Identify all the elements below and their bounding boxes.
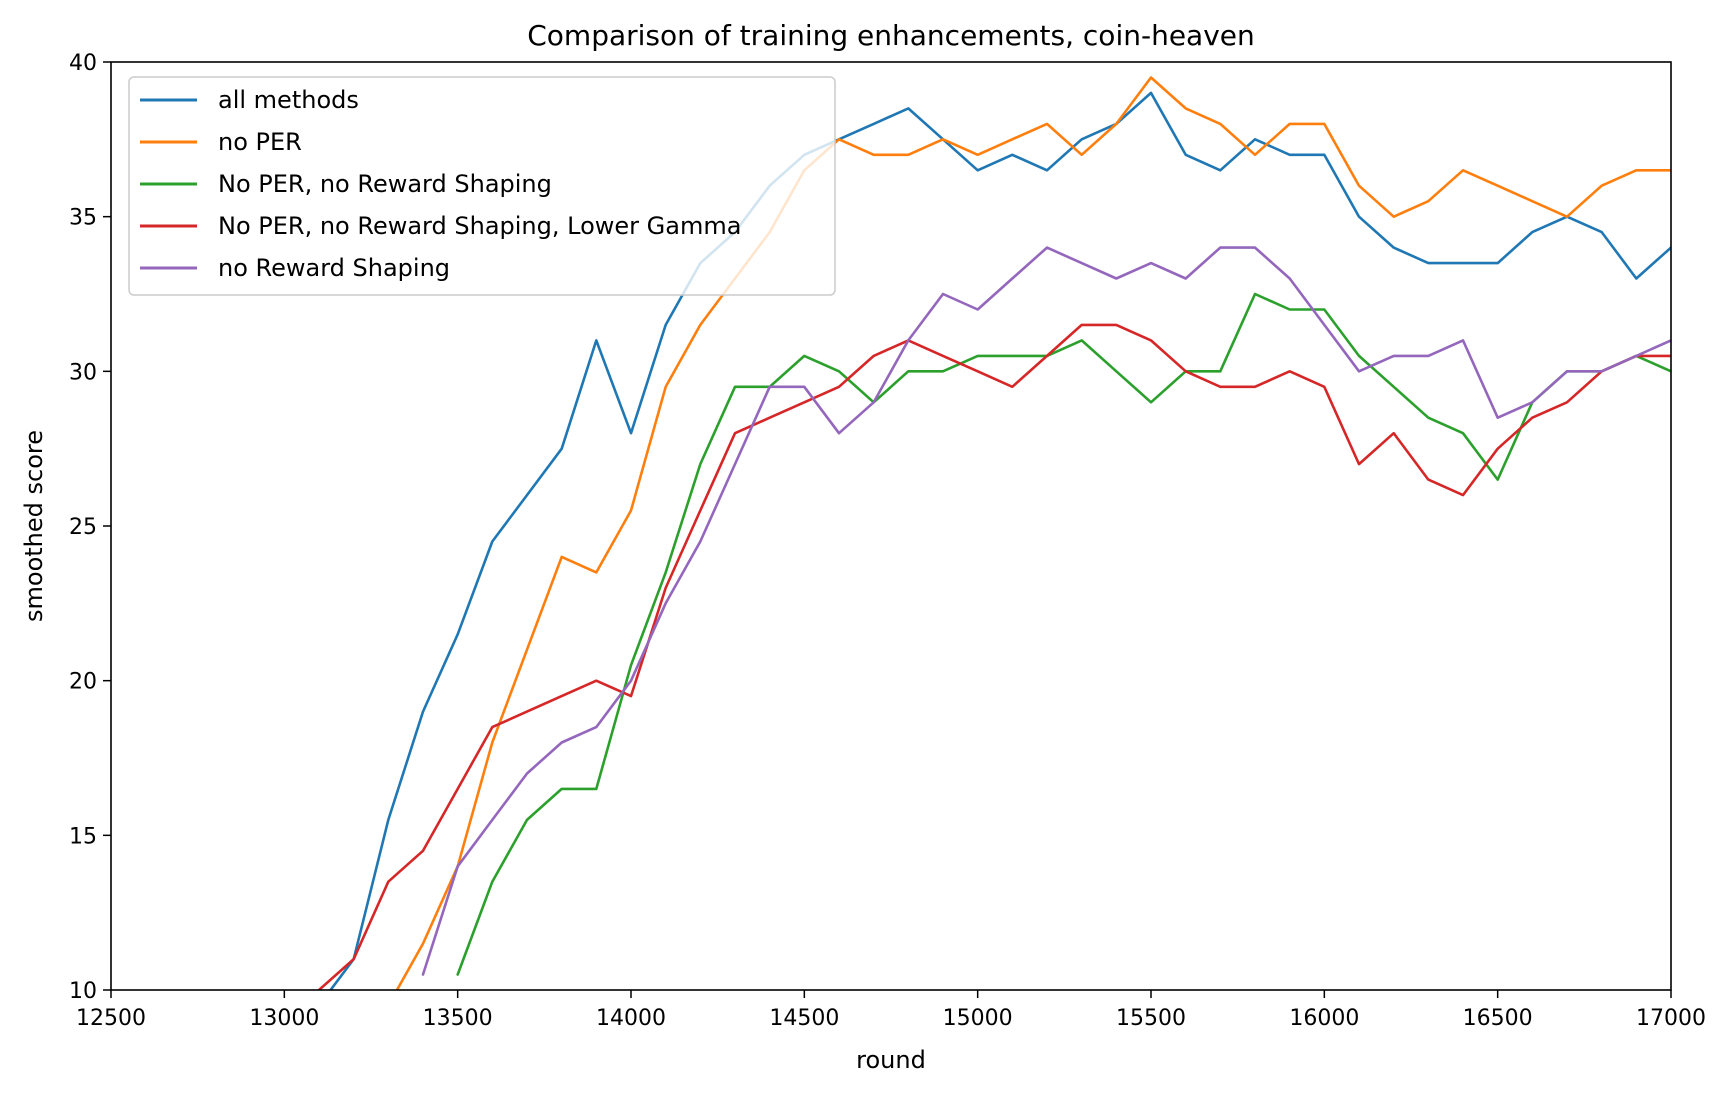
- y-axis-label: smoothed score: [20, 430, 48, 622]
- x-tick-label: 15000: [943, 1006, 1013, 1031]
- y-tick-label: 40: [69, 51, 97, 76]
- series-line-4: [317, 323, 1671, 990]
- y-tick-label: 15: [69, 824, 97, 849]
- x-tick-label: 14000: [596, 1006, 666, 1031]
- y-tick-label: 10: [69, 979, 97, 1004]
- series-line-5: [421, 246, 1671, 976]
- series-line-2: [395, 76, 1671, 990]
- x-tick-label: 15500: [1116, 1006, 1186, 1031]
- x-tick-label: 17000: [1636, 1006, 1706, 1031]
- legend-label: No PER, no Reward Shaping, Lower Gamma: [218, 212, 741, 240]
- x-tick-label: 12500: [76, 1006, 146, 1031]
- x-axis-label: round: [856, 1046, 926, 1074]
- legend-box: [128, 76, 836, 296]
- y-tick-label: 35: [69, 206, 97, 231]
- y-tick-label: 20: [69, 670, 97, 695]
- legend-label: no PER: [218, 128, 302, 156]
- x-tick-label: 14500: [769, 1006, 839, 1031]
- legend-label: No PER, no Reward Shaping: [218, 170, 552, 198]
- x-tick-label: 13000: [249, 1006, 319, 1031]
- x-tick-label: 13500: [423, 1006, 493, 1031]
- x-tick-label: 16000: [1289, 1006, 1359, 1031]
- series-line-1: [328, 91, 1671, 990]
- y-tick-label: 25: [69, 515, 97, 540]
- y-tick-label: 30: [69, 360, 97, 385]
- legend-label: all methods: [218, 86, 359, 114]
- series-line-3: [456, 292, 1671, 976]
- x-axis: 12500 13000 13500 14000 14500 15000 15500 16000…: [76, 990, 1706, 1031]
- chart-title: Comparison of training enhancements, coi…: [527, 19, 1255, 52]
- legend-label: no Reward Shaping: [218, 254, 450, 282]
- legend: all methods no PER No PER, no Reward Shapi…: [128, 76, 836, 296]
- series-layer: [317, 76, 1671, 990]
- x-tick-label: 16500: [1463, 1006, 1533, 1031]
- y-axis: 10 15 20 25 30 35 40: [69, 51, 111, 1004]
